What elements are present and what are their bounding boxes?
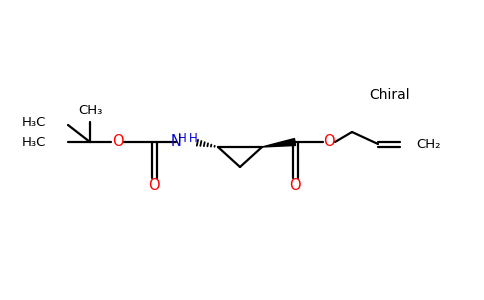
Text: O: O <box>323 134 335 149</box>
Text: H₃C: H₃C <box>22 136 46 148</box>
Polygon shape <box>262 139 296 147</box>
Text: CH₂: CH₂ <box>416 137 440 151</box>
Text: H₃C: H₃C <box>22 116 46 130</box>
Text: O: O <box>112 134 124 149</box>
Text: O: O <box>148 178 160 194</box>
Text: H: H <box>178 133 186 146</box>
Text: H: H <box>189 133 198 146</box>
Text: O: O <box>289 178 301 194</box>
Text: CH₃: CH₃ <box>78 103 102 116</box>
Text: Chiral: Chiral <box>370 88 410 102</box>
Text: N: N <box>170 134 181 148</box>
